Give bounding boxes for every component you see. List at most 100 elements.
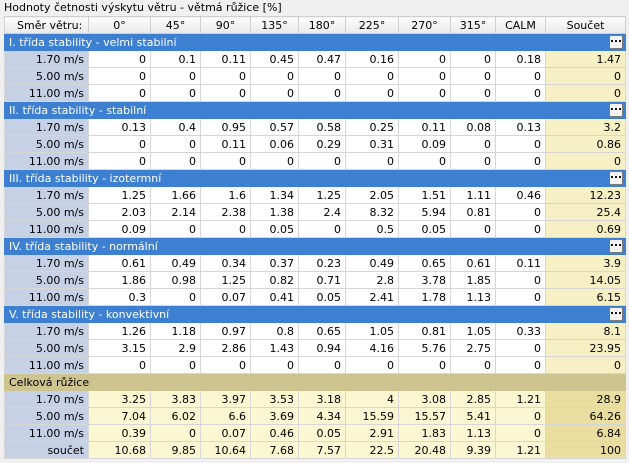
value-cell: 22.5 <box>345 441 399 459</box>
group-title: I. třída stability - velmi stabilní <box>4 33 626 51</box>
group-title: IV. třída stability - normální <box>4 237 626 255</box>
group-button[interactable] <box>609 239 623 253</box>
value-cell: 10.64 <box>200 441 251 459</box>
value-cell: 0.11 <box>200 135 251 153</box>
value-cell: 0 <box>200 220 251 238</box>
value-cell: 0 <box>450 84 496 102</box>
value-cell: 0 <box>150 356 201 374</box>
data-row: 11.00 m/s 0 0 0 0 0 0 0 0 0 0 <box>4 84 626 102</box>
value-cell: 1.66 <box>150 186 201 204</box>
value-cell: 0 <box>298 67 346 85</box>
value-cell: 0 <box>495 84 546 102</box>
value-cell: 0 <box>495 135 546 153</box>
value-cell: 0.34 <box>200 254 251 272</box>
value-cell: 0.61 <box>88 254 151 272</box>
value-cell: 2.05 <box>345 186 399 204</box>
sum-cell: 1.47 <box>545 50 626 68</box>
value-cell: 2.85 <box>450 390 496 408</box>
header-row: Směr větru: 0° 45° 90° 135° 180° 225° 270° 315° C… <box>4 16 626 34</box>
value-cell: 0 <box>150 288 201 306</box>
value-cell: 0.82 <box>250 271 299 289</box>
value-cell: 0.65 <box>398 254 451 272</box>
row-label: 11.00 m/s <box>4 288 89 306</box>
group-row: Celková růžice <box>4 373 626 391</box>
value-cell: 0 <box>495 220 546 238</box>
value-cell: 0 <box>88 50 151 68</box>
group-button[interactable] <box>609 171 623 185</box>
sum-cell: 23.95 <box>545 339 626 357</box>
column-header: 225° <box>345 16 399 34</box>
row-label: 11.00 m/s <box>4 356 89 374</box>
row-label: 1.70 m/s <box>4 322 89 340</box>
value-cell: 0 <box>398 67 451 85</box>
group-title: III. třída stability - izotermní <box>4 169 626 187</box>
value-cell: 3.08 <box>398 390 451 408</box>
column-header: Směr větru: <box>4 16 89 34</box>
sum-cell: 64.26 <box>545 407 626 425</box>
value-cell: 4.16 <box>345 339 399 357</box>
row-label: 5.00 m/s <box>4 271 89 289</box>
sum-cell: 12.23 <box>545 186 626 204</box>
group-button[interactable] <box>609 35 623 49</box>
value-cell: 0 <box>250 356 299 374</box>
row-label: 5.00 m/s <box>4 407 89 425</box>
row-label: 1.70 m/s <box>4 50 89 68</box>
value-cell: 0.45 <box>250 50 299 68</box>
value-cell: 0.11 <box>200 50 251 68</box>
value-cell: 0.57 <box>250 118 299 136</box>
column-header: 180° <box>298 16 346 34</box>
value-cell: 1.11 <box>450 186 496 204</box>
value-cell: 1.05 <box>345 322 399 340</box>
value-cell: 3.69 <box>250 407 299 425</box>
row-label: 1.70 m/s <box>4 254 89 272</box>
value-cell: 0.07 <box>200 288 251 306</box>
data-row: 11.00 m/s 0.09 0 0 0.05 0 0.5 0.05 0 0 0.69 <box>4 220 626 238</box>
value-cell: 0 <box>150 220 201 238</box>
data-table: Směr větru: 0° 45° 90° 135° 180° 225° 270° 315° C… <box>4 16 626 459</box>
group-title: V. třída stability - konvektivní <box>4 305 626 323</box>
value-cell: 0 <box>88 152 151 170</box>
value-cell: 0.11 <box>495 254 546 272</box>
value-cell: 3.15 <box>88 339 151 357</box>
value-cell: 3.78 <box>398 271 451 289</box>
value-cell: 0.07 <box>200 424 251 442</box>
value-cell: 0 <box>450 67 496 85</box>
value-cell: 0.94 <box>298 339 346 357</box>
group-row: II. třída stability - stabilní <box>4 101 626 119</box>
value-cell: 0 <box>450 356 496 374</box>
value-cell: 0 <box>398 152 451 170</box>
sum-cell: 0 <box>545 84 626 102</box>
value-cell: 1.43 <box>250 339 299 357</box>
value-cell: 0 <box>150 424 201 442</box>
value-cell: 2.75 <box>450 339 496 357</box>
group-button[interactable] <box>609 307 623 321</box>
data-row: součet 10.68 9.85 10.64 7.68 7.57 22.5 20.48 9.3… <box>4 441 626 459</box>
value-cell: 2.03 <box>88 203 151 221</box>
data-row: 1.70 m/s 0.13 0.4 0.95 0.57 0.58 0.25 0.11 0.08 0… <box>4 118 626 136</box>
group-title: II. třída stability - stabilní <box>4 101 626 119</box>
value-cell: 0 <box>495 339 546 357</box>
group-button[interactable] <box>609 103 623 117</box>
value-cell: 0.5 <box>345 220 399 238</box>
sum-cell: 3.2 <box>545 118 626 136</box>
value-cell: 0.39 <box>88 424 151 442</box>
value-cell: 9.85 <box>150 441 201 459</box>
sum-cell: 100 <box>545 441 626 459</box>
value-cell: 2.4 <box>298 203 346 221</box>
value-cell: 2.14 <box>150 203 201 221</box>
value-cell: 0 <box>298 152 346 170</box>
data-row: 1.70 m/s 0 0.1 0.11 0.45 0.47 0.16 0 0 0.18 1.47 <box>4 50 626 68</box>
value-cell: 0.49 <box>150 254 201 272</box>
value-cell: 2.8 <box>345 271 399 289</box>
column-header: 270° <box>398 16 451 34</box>
value-cell: 0 <box>345 356 399 374</box>
value-cell: 0 <box>398 356 451 374</box>
value-cell: 0 <box>495 67 546 85</box>
value-cell: 0 <box>495 407 546 425</box>
value-cell: 0.25 <box>345 118 399 136</box>
value-cell: 0.05 <box>250 220 299 238</box>
value-cell: 1.25 <box>298 186 346 204</box>
column-header: 315° <box>450 16 496 34</box>
value-cell: 0 <box>495 203 546 221</box>
